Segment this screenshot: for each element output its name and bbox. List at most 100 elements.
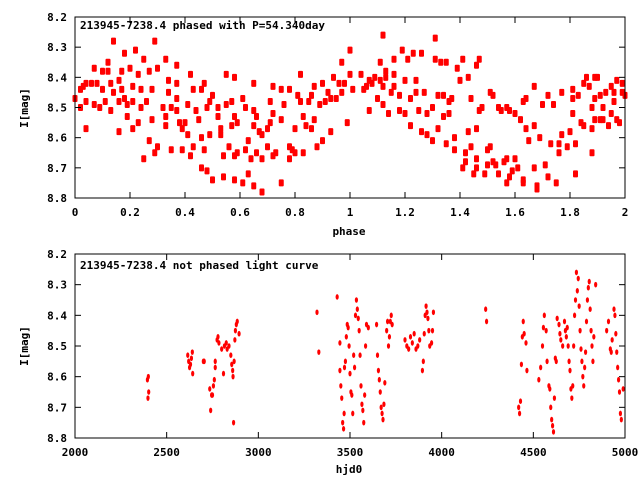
- data-point: [566, 343, 570, 349]
- data-point: [589, 149, 595, 157]
- data-point: [328, 94, 334, 102]
- data-point: [390, 321, 394, 328]
- y-tick-label: 8.8: [47, 432, 67, 445]
- data-point: [517, 404, 521, 411]
- data-point: [399, 46, 405, 54]
- data-point: [550, 416, 554, 423]
- data-point: [520, 176, 526, 184]
- data-point: [352, 352, 356, 359]
- data-point: [429, 340, 434, 346]
- data-point: [135, 70, 141, 78]
- data-point: [558, 330, 562, 337]
- data-point: [573, 140, 578, 148]
- data-point: [584, 318, 589, 325]
- data-point: [594, 281, 598, 288]
- data-point: [382, 401, 386, 408]
- data-point: [376, 367, 381, 374]
- data-point: [278, 85, 284, 93]
- data-point: [617, 389, 622, 395]
- data-point: [341, 419, 345, 426]
- data-point: [245, 137, 251, 145]
- data-point: [130, 125, 136, 133]
- data-point: [465, 73, 471, 81]
- data-point: [419, 49, 424, 57]
- data-point: [311, 82, 317, 90]
- data-point: [421, 88, 427, 96]
- data-point: [621, 386, 625, 392]
- x-tick-label: 1: [347, 206, 354, 219]
- data-point: [83, 79, 89, 87]
- data-point: [386, 110, 391, 118]
- data-point: [320, 137, 325, 145]
- data-point: [522, 330, 526, 337]
- data-point: [366, 107, 372, 115]
- data-point: [232, 358, 236, 365]
- data-point: [199, 134, 204, 142]
- data-point: [344, 334, 348, 340]
- data-point: [141, 55, 147, 63]
- data-point: [220, 346, 224, 352]
- data-point: [575, 91, 581, 99]
- data-point: [146, 373, 150, 380]
- data-point: [608, 82, 614, 90]
- data-point: [435, 91, 441, 99]
- data-point: [111, 88, 116, 96]
- data-point: [188, 152, 193, 160]
- data-point: [570, 395, 574, 401]
- data-point: [587, 278, 591, 285]
- data-point: [375, 94, 380, 102]
- data-point: [592, 334, 596, 340]
- data-point: [584, 73, 589, 81]
- data-point: [430, 327, 435, 334]
- data-point: [83, 97, 89, 105]
- data-point: [119, 85, 125, 93]
- data-point: [585, 297, 590, 303]
- data-point: [259, 155, 265, 163]
- phased-plot: 213945-7238.4 phased with P=54.340day ph…: [18, 11, 628, 238]
- data-point: [287, 85, 292, 93]
- data-point: [385, 318, 390, 325]
- data-point: [465, 128, 471, 136]
- data-point: [191, 370, 195, 377]
- data-point: [267, 97, 273, 105]
- data-point: [463, 149, 468, 157]
- data-point: [363, 392, 367, 398]
- unphased-plot: 213945-7238.4 not phased light curve hjd…: [18, 248, 638, 476]
- data-point: [410, 340, 414, 346]
- y-tick-label: 8.2: [47, 11, 67, 24]
- data-point: [347, 46, 353, 54]
- data-point: [267, 119, 273, 127]
- data-point: [351, 410, 355, 417]
- data-point: [234, 149, 240, 157]
- data-point: [387, 334, 392, 340]
- data-point: [317, 349, 321, 355]
- data-point: [525, 367, 529, 374]
- data-point: [311, 116, 317, 124]
- data-point: [199, 85, 204, 93]
- data-point: [213, 364, 217, 371]
- data-point: [199, 164, 204, 172]
- data-point: [111, 37, 116, 45]
- data-point: [342, 79, 347, 87]
- data-point: [215, 104, 221, 111]
- data-point: [204, 104, 210, 111]
- data-point: [350, 392, 354, 398]
- data-point: [512, 155, 518, 163]
- data-point: [141, 155, 147, 163]
- data-point: [343, 358, 348, 365]
- data-point: [430, 104, 435, 111]
- data-point: [325, 88, 331, 96]
- data-point: [380, 31, 386, 39]
- data-point: [207, 131, 213, 139]
- data-point: [221, 370, 226, 377]
- data-point: [552, 395, 557, 401]
- data-point: [484, 306, 488, 313]
- data-point: [412, 330, 416, 337]
- data-point: [460, 55, 466, 63]
- data-point: [592, 116, 598, 124]
- data-point: [320, 79, 325, 87]
- data-point: [540, 100, 545, 108]
- data-point: [292, 125, 298, 133]
- data-point: [338, 340, 342, 346]
- data-point: [146, 395, 150, 401]
